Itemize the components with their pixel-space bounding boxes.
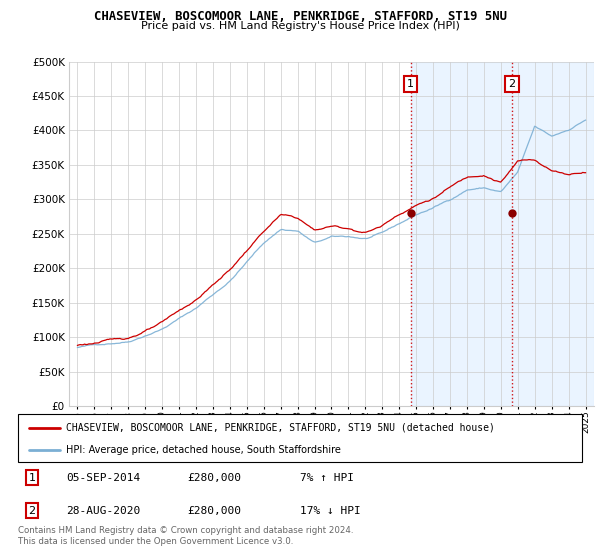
Text: Contains HM Land Registry data © Crown copyright and database right 2024.
This d: Contains HM Land Registry data © Crown c… (18, 526, 353, 546)
Text: CHASEVIEW, BOSCOMOOR LANE, PENKRIDGE, STAFFORD, ST19 5NU (detached house): CHASEVIEW, BOSCOMOOR LANE, PENKRIDGE, ST… (66, 423, 495, 433)
Text: 28-AUG-2020: 28-AUG-2020 (66, 506, 140, 516)
Text: £280,000: £280,000 (187, 473, 241, 483)
Text: CHASEVIEW, BOSCOMOOR LANE, PENKRIDGE, STAFFORD, ST19 5NU: CHASEVIEW, BOSCOMOOR LANE, PENKRIDGE, ST… (94, 10, 506, 23)
Text: 2: 2 (29, 506, 35, 516)
Text: Price paid vs. HM Land Registry's House Price Index (HPI): Price paid vs. HM Land Registry's House … (140, 21, 460, 31)
Text: 2: 2 (508, 80, 515, 90)
Text: 1: 1 (407, 80, 414, 90)
Text: 7% ↑ HPI: 7% ↑ HPI (300, 473, 354, 483)
Text: 1: 1 (29, 473, 35, 483)
Text: 17% ↓ HPI: 17% ↓ HPI (300, 506, 361, 516)
Text: £280,000: £280,000 (187, 506, 241, 516)
Text: 05-SEP-2014: 05-SEP-2014 (66, 473, 140, 483)
Bar (410, 62, 594, 406)
Text: HPI: Average price, detached house, South Staffordshire: HPI: Average price, detached house, Sout… (66, 445, 341, 455)
